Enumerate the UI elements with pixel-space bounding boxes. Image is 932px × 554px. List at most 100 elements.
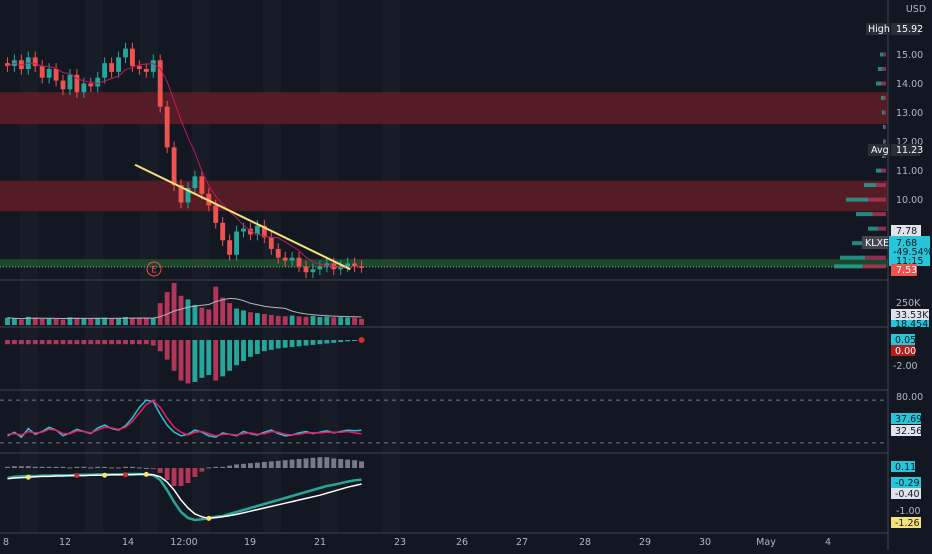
momentum-histogram-bar bbox=[352, 460, 358, 468]
candle-body bbox=[136, 66, 142, 69]
momentum-hist-value: 0.11 bbox=[895, 462, 916, 473]
macd-histogram-bar bbox=[171, 340, 177, 371]
momentum-hist-badge: 0.11 bbox=[891, 461, 916, 473]
macd-histogram-bar bbox=[352, 340, 358, 341]
volume-profile-bar bbox=[865, 255, 886, 260]
momentum-histogram-bar bbox=[185, 468, 191, 483]
stoch-d-value: 32.56 bbox=[895, 426, 922, 437]
earnings-label: E bbox=[151, 266, 156, 276]
momentum-histogram-bar bbox=[143, 468, 149, 469]
macd-histogram-bar bbox=[109, 340, 115, 345]
moving-average-line bbox=[7, 62, 362, 269]
momentum-histogram-bar bbox=[192, 468, 198, 477]
volume-bar bbox=[123, 316, 128, 325]
time-tick-label: May bbox=[756, 537, 776, 548]
macd-histogram-bar bbox=[199, 340, 205, 378]
macd-signal-badge: 0.00 bbox=[891, 345, 916, 357]
momentum-axis-label: -1.00 bbox=[896, 506, 921, 517]
volume-bar bbox=[32, 318, 38, 325]
volume-profile-bar bbox=[883, 139, 885, 144]
volume-bar bbox=[289, 315, 295, 325]
momentum-fast-value: -0.29 bbox=[895, 478, 920, 489]
volume-bar bbox=[296, 316, 302, 325]
momentum-histogram-bar bbox=[282, 460, 288, 468]
time-axis[interactable]: 8 12 14 12:00 19 21 23 26 27 28 29 30 May 4 bbox=[3, 537, 831, 548]
candle-body bbox=[178, 185, 184, 203]
volume-ma-badge: 18.454K bbox=[891, 319, 932, 330]
macd-histogram-bar bbox=[331, 340, 337, 343]
macd-histogram-bar bbox=[88, 340, 94, 345]
avg-label: Avg bbox=[871, 145, 889, 156]
earnings-marker[interactable]: E bbox=[146, 261, 162, 277]
volume-profile-bar bbox=[883, 125, 885, 130]
momentum-histogram-bar bbox=[25, 466, 31, 468]
candle-body bbox=[102, 63, 108, 78]
volume-bar bbox=[254, 313, 260, 325]
candle-body bbox=[39, 66, 45, 78]
zone-layer bbox=[0, 92, 888, 267]
high-label: High bbox=[868, 24, 890, 35]
volume-bar bbox=[109, 318, 115, 325]
volume-bar bbox=[150, 318, 156, 325]
macd-last-dot bbox=[358, 337, 365, 343]
momentum-histogram-bar bbox=[296, 459, 302, 468]
candle-body bbox=[261, 225, 267, 238]
momentum-cross-dot bbox=[143, 471, 149, 477]
volume-layer bbox=[5, 283, 364, 325]
momentum-histogram-bar bbox=[261, 462, 267, 468]
macd-histogram-bar bbox=[289, 340, 295, 347]
candle-body bbox=[81, 83, 87, 93]
volume-axis-label: 250K bbox=[896, 298, 921, 309]
momentum-histogram-bar bbox=[81, 466, 87, 468]
momentum-histogram-bar bbox=[331, 458, 337, 468]
candle-body bbox=[282, 257, 288, 261]
momentum-histogram-bar bbox=[345, 459, 351, 468]
macd-histogram-bar bbox=[46, 340, 52, 345]
volume-bar bbox=[11, 318, 17, 325]
avg-badge: Avg 11.23 bbox=[868, 144, 923, 156]
macd-histogram-bar bbox=[254, 340, 260, 354]
time-tick-label: 27 bbox=[516, 537, 528, 548]
volume-profile-bar bbox=[884, 125, 886, 130]
volume-bar bbox=[74, 317, 80, 325]
candle-body bbox=[74, 74, 80, 93]
momentum-cross-dot bbox=[25, 474, 31, 480]
macd-histogram-bar bbox=[53, 340, 59, 345]
macd-histogram-bar bbox=[282, 340, 288, 348]
volume-profile-bar bbox=[876, 168, 882, 173]
momentum-histogram-bar bbox=[324, 457, 330, 468]
volume-bar bbox=[234, 308, 239, 325]
volume-bar bbox=[345, 317, 351, 325]
macd-signal-value: 0.00 bbox=[895, 346, 916, 357]
time-tick-label: 30 bbox=[699, 537, 711, 548]
macd-histogram-bar bbox=[39, 340, 45, 345]
candle-body bbox=[109, 63, 115, 72]
candle-body bbox=[359, 266, 364, 268]
momentum-histogram-bar bbox=[254, 462, 260, 468]
candle-body bbox=[220, 222, 226, 241]
momentum-bottom-value: -1.26 bbox=[895, 518, 920, 529]
macd-histogram-bar bbox=[178, 340, 184, 381]
candle-body bbox=[46, 68, 52, 78]
price-tick-label: 13.00 bbox=[896, 108, 923, 119]
macd-histogram-bar bbox=[261, 340, 267, 352]
macd-histogram-bar bbox=[192, 340, 198, 382]
volume-profile-bar bbox=[882, 110, 885, 115]
volume-bar bbox=[338, 317, 344, 325]
last-price-value: 7.68 bbox=[896, 238, 917, 249]
momentum-fast-badge: -0.29 bbox=[891, 477, 921, 489]
macd-histogram-bar bbox=[227, 340, 233, 371]
volume-bar bbox=[324, 316, 330, 325]
momentum-histogram-bar bbox=[317, 457, 323, 468]
volume-bar bbox=[359, 318, 364, 325]
volume-profile-bar bbox=[872, 212, 886, 217]
volume-bar bbox=[53, 318, 59, 325]
momentum-histogram-bar bbox=[53, 466, 59, 468]
candle-body bbox=[143, 68, 149, 72]
candle-body bbox=[116, 57, 121, 72]
macd-histogram-bar bbox=[116, 340, 121, 345]
time-tick-label: 29 bbox=[639, 537, 651, 548]
volume-bar bbox=[164, 292, 170, 325]
